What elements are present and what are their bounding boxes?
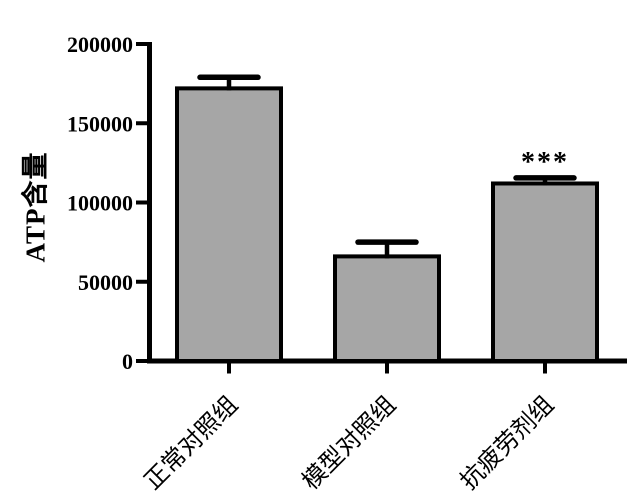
y-tick-label: 100000	[67, 191, 133, 216]
category-label: 模型对照组	[297, 391, 401, 495]
bar	[175, 86, 283, 363]
y-tick-label: 50000	[78, 270, 133, 295]
bar	[333, 254, 441, 364]
category-label: 抗疲劳剂组	[455, 391, 559, 495]
y-tick-label: 0	[122, 349, 133, 374]
significance-label: ***	[521, 147, 569, 178]
category-label: 正常对照组	[139, 391, 243, 495]
y-tick-label: 200000	[67, 32, 133, 57]
y-tick-label: 150000	[67, 111, 133, 136]
bar	[491, 181, 599, 363]
